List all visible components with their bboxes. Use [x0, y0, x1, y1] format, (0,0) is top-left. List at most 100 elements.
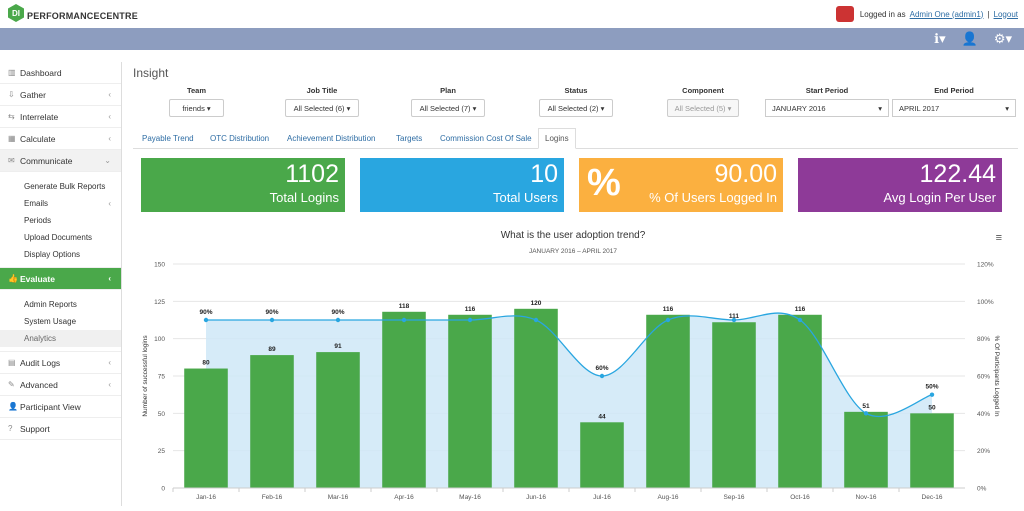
bar [646, 314, 690, 488]
dashboard-icon: ▥ [8, 68, 16, 77]
sidebar-subitem-analytics[interactable]: Analytics [0, 330, 121, 347]
tab-otc-distribution[interactable]: OTC Distribution [210, 134, 270, 143]
tab-commission-cost-of-sale[interactable]: Commission Cost Of Sale [440, 134, 532, 143]
status-dropdown[interactable]: All Selected (2) ▾ [539, 99, 613, 117]
separator: | [987, 9, 990, 19]
bar [580, 422, 624, 488]
line-point [731, 317, 737, 323]
y-tick-label: 0 [161, 486, 165, 493]
chevron-left-icon: ‹ [108, 358, 111, 367]
sidebar-item-interrelate[interactable]: ⇆ Interrelate ‹ [0, 106, 121, 128]
logo-mark-icon: DI [8, 4, 24, 22]
communicate-submenu: Generate Bulk Reports Emails ‹ Periods U… [0, 172, 121, 268]
sidebar-item-calculate[interactable]: ▦ Calculate ‹ [0, 128, 121, 150]
x-tick-label: May-16 [459, 494, 481, 501]
sidebar-item-gather[interactable]: ⇩ Gather ‹ [0, 84, 121, 106]
bar-value-label: 111 [729, 313, 740, 320]
sidebar-subitem-periods[interactable]: Periods [24, 216, 52, 225]
line-value-label: 60% [595, 365, 608, 372]
chevron-left-icon: ‹ [108, 112, 111, 121]
line-value-label: 90% [331, 309, 344, 316]
bar-value-label: 120 [531, 300, 542, 307]
y2-tick-label: 40% [977, 411, 990, 418]
sidebar-item-label: Advanced [20, 379, 58, 390]
sidebar-item-dashboard[interactable]: ▥ Dashboard [0, 62, 121, 84]
filter-end-period: End Period APRIL 2017 ▾ [892, 86, 1016, 117]
bar-value-label: 116 [465, 306, 476, 313]
tab-achievement-distribution[interactable]: Achievement Distribution [287, 134, 376, 143]
line-point [203, 317, 209, 323]
filter-job-title: Job Title All Selected (6) ▾ [285, 86, 359, 117]
filter-label: Plan [440, 86, 456, 95]
filter-status: Status All Selected (2) ▾ [539, 86, 613, 117]
logout-link[interactable]: Logout [993, 9, 1018, 19]
tab-payable-trend[interactable]: Payable Trend [142, 134, 194, 143]
chevron-down-icon: ⌄ [104, 156, 111, 165]
start-period-select[interactable]: JANUARY 2016 ▾ [765, 99, 889, 117]
bar-value-label: 91 [334, 343, 342, 350]
sidebar-item-label: Support [20, 423, 50, 434]
sidebar-subitem-generate-bulk-reports[interactable]: Generate Bulk Reports [24, 182, 106, 191]
gather-icon: ⇩ [8, 90, 15, 99]
line-point [665, 317, 671, 323]
sidebar-item-support[interactable]: ? Support [0, 418, 121, 440]
sidebar-subitem-admin-reports[interactable]: Admin Reports [24, 300, 77, 309]
bar [712, 322, 756, 488]
x-tick-label: Jan-16 [196, 494, 216, 501]
line-point [797, 317, 803, 323]
audit-log-icon: ▤ [8, 358, 16, 367]
percent-icon: % [587, 162, 621, 204]
thumbs-up-icon: 👍 [8, 274, 18, 283]
tab-targets[interactable]: Targets [396, 134, 423, 143]
sidebar-item-evaluate[interactable]: 👍 Evaluate ‹ [0, 268, 121, 290]
x-tick-label: Sep-16 [724, 494, 745, 501]
sidebar-subitem-display-options[interactable]: Display Options [24, 250, 81, 259]
user-icon[interactable]: 👤 [961, 31, 978, 46]
stat-total-logins: 1102 Total Logins [141, 158, 345, 212]
line-value-label: 90% [265, 309, 278, 316]
sidebar-item-label: Participant View [20, 401, 81, 412]
sidebar-subitem-system-usage[interactable]: System Usage [24, 317, 77, 326]
y-tick-label: 25 [158, 448, 166, 455]
x-tick-label: Jun-16 [526, 494, 546, 501]
bar [910, 413, 954, 488]
stat-avg-login-per-user: 122.44 Avg Login Per User [798, 158, 1002, 212]
line-point [533, 317, 539, 323]
bar [448, 314, 492, 488]
sidebar-item-label: Gather [20, 89, 46, 100]
y2-tick-label: 80% [977, 336, 990, 343]
select-arrow-icon: ▾ [878, 103, 882, 113]
chevron-left-icon: ‹ [108, 90, 111, 99]
bar [184, 368, 228, 488]
gear-icon[interactable]: ⚙▾ [993, 31, 1012, 46]
tab-logins[interactable]: Logins [538, 128, 576, 149]
app-logo[interactable]: DI PERFORMANCECENTRE [8, 4, 138, 22]
line-point [929, 392, 935, 397]
bar-value-label: 80 [202, 360, 210, 367]
job-title-dropdown[interactable]: All Selected (6) ▾ [285, 99, 359, 117]
sidebar: ▥ Dashboard ⇩ Gather ‹ ⇆ Interrelate ‹ ▦… [0, 62, 122, 506]
end-period-select[interactable]: APRIL 2017 ▾ [892, 99, 1016, 117]
sidebar-item-label: Calculate [20, 133, 56, 144]
chat-icon: ✉ [8, 156, 15, 165]
user-name-link[interactable]: Admin One (admin1) [909, 9, 984, 19]
filter-component: Component All Selected (5) ▾ [667, 86, 739, 117]
stat-users-logged-in: % 90.00 % Of Users Logged In [579, 158, 783, 212]
sidebar-item-participant-view[interactable]: 👤 Participant View [0, 396, 121, 418]
info-icon[interactable]: ℹ▾ [934, 31, 946, 46]
sidebar-subitem-emails[interactable]: Emails ‹ [0, 195, 121, 212]
plan-dropdown[interactable]: All Selected (7) ▾ [411, 99, 485, 117]
nav-bar: ℹ▾ 👤 ⚙▾ [0, 28, 1024, 50]
sidebar-item-communicate[interactable]: ✉ Communicate ⌄ [0, 150, 121, 172]
chart-menu-icon[interactable]: ≡ [995, 232, 1002, 244]
team-dropdown[interactable]: friends ▾ [169, 99, 224, 117]
stat-total-users: 10 Total Users [360, 158, 564, 212]
y2-tick-label: 20% [977, 448, 990, 455]
sidebar-subitem-upload-documents[interactable]: Upload Documents [24, 233, 93, 242]
component-dropdown[interactable]: All Selected (5) ▾ [667, 99, 739, 117]
y2-axis-title: % Of Participants Logged In [993, 336, 1000, 417]
x-tick-label: Mar-16 [328, 494, 349, 501]
sidebar-item-audit-logs[interactable]: ▤ Audit Logs ‹ [0, 352, 121, 374]
line-point [335, 317, 341, 323]
sidebar-item-advanced[interactable]: ✎ Advanced ‹ [0, 374, 121, 396]
